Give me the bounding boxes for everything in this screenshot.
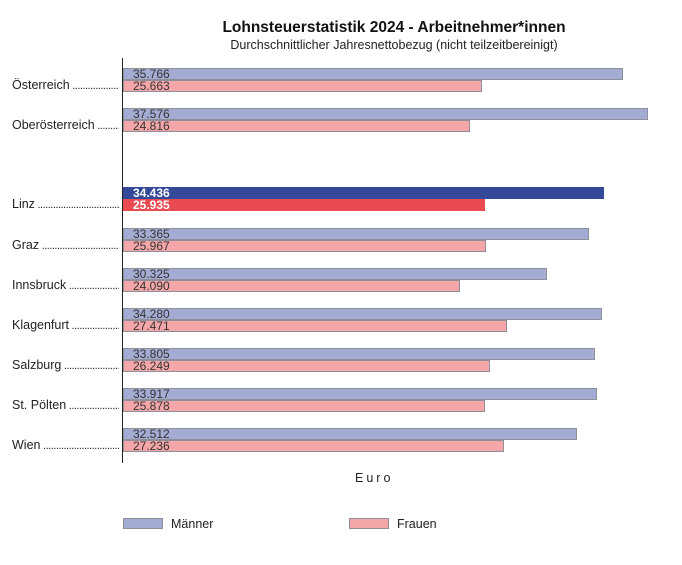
bar-maenner-1: 37.576 [123, 107, 648, 121]
x-axis-label: Euro [355, 471, 394, 485]
category-label: Innsbruck [12, 278, 119, 292]
data-label: 34.436 [133, 186, 170, 200]
category-label: Oberösterreich [12, 118, 119, 132]
bar-frauen-3: 25.967 [123, 239, 486, 253]
data-label: 32.512 [133, 427, 170, 441]
data-label: 35.766 [133, 67, 170, 81]
bar-frauen-4: 24.090 [123, 279, 460, 293]
category-label: Klagenfurt [12, 318, 119, 332]
data-label: 33.805 [133, 347, 170, 361]
chart-subtitle: Durchschnittlicher Jahresnettobezug (nic… [230, 38, 558, 52]
bar-frauen-1: 24.816 [123, 119, 470, 133]
bar-maenner-6: 33.805 [123, 347, 596, 361]
data-label: 27.236 [133, 439, 170, 453]
data-label: 25.967 [133, 239, 170, 253]
bar-frauen-8: 27.236 [123, 439, 504, 453]
legend-label-frauen: Frauen [397, 517, 437, 531]
category-label: Österreich [12, 78, 119, 92]
chart-title: Lohnsteuerstatistik 2024 - Arbeitnehmer*… [222, 19, 566, 36]
bar-maenner-8: 32.512 [123, 427, 578, 441]
data-label: 25.663 [133, 79, 170, 93]
data-label: 34.280 [133, 307, 170, 321]
data-label: 37.576 [133, 107, 170, 121]
category-label: St. Pölten [12, 398, 119, 412]
bar-maenner-3: 33.365 [123, 227, 590, 241]
data-label: 24.816 [133, 119, 170, 133]
bar-maenner-7: 33.917 [123, 387, 597, 401]
category-label: Graz [12, 238, 119, 252]
bar-frauen-7: 25.878 [123, 399, 485, 413]
data-label: 27.471 [133, 319, 170, 333]
data-label: 25.935 [133, 198, 170, 212]
legend-swatch-frauen [349, 518, 389, 529]
bar-maenner-0: 35.766 [123, 67, 623, 81]
bar-frauen-5: 27.471 [123, 319, 507, 333]
category-label: Linz [12, 197, 119, 211]
bar-maenner-4: 30.325 [123, 267, 547, 281]
data-label: 33.917 [133, 387, 170, 401]
data-label: 26.249 [133, 359, 170, 373]
bar-frauen-0: 25.663 [123, 79, 482, 93]
data-label: 30.325 [133, 267, 170, 281]
bar-frauen-2: 25.935 [123, 198, 486, 212]
bar-maenner-2: 34.436 [123, 186, 605, 200]
bar-frauen-6: 26.249 [123, 359, 490, 373]
legend-label-maenner: Männer [171, 517, 214, 531]
data-label: 33.365 [133, 227, 170, 241]
category-label: Salzburg [12, 358, 119, 372]
category-label: Wien [12, 438, 119, 452]
data-label: 24.090 [133, 279, 170, 293]
bar-maenner-5: 34.280 [123, 307, 602, 321]
legend-swatch-maenner [123, 518, 163, 529]
data-label: 25.878 [133, 399, 170, 413]
y-axis-line [122, 58, 123, 463]
